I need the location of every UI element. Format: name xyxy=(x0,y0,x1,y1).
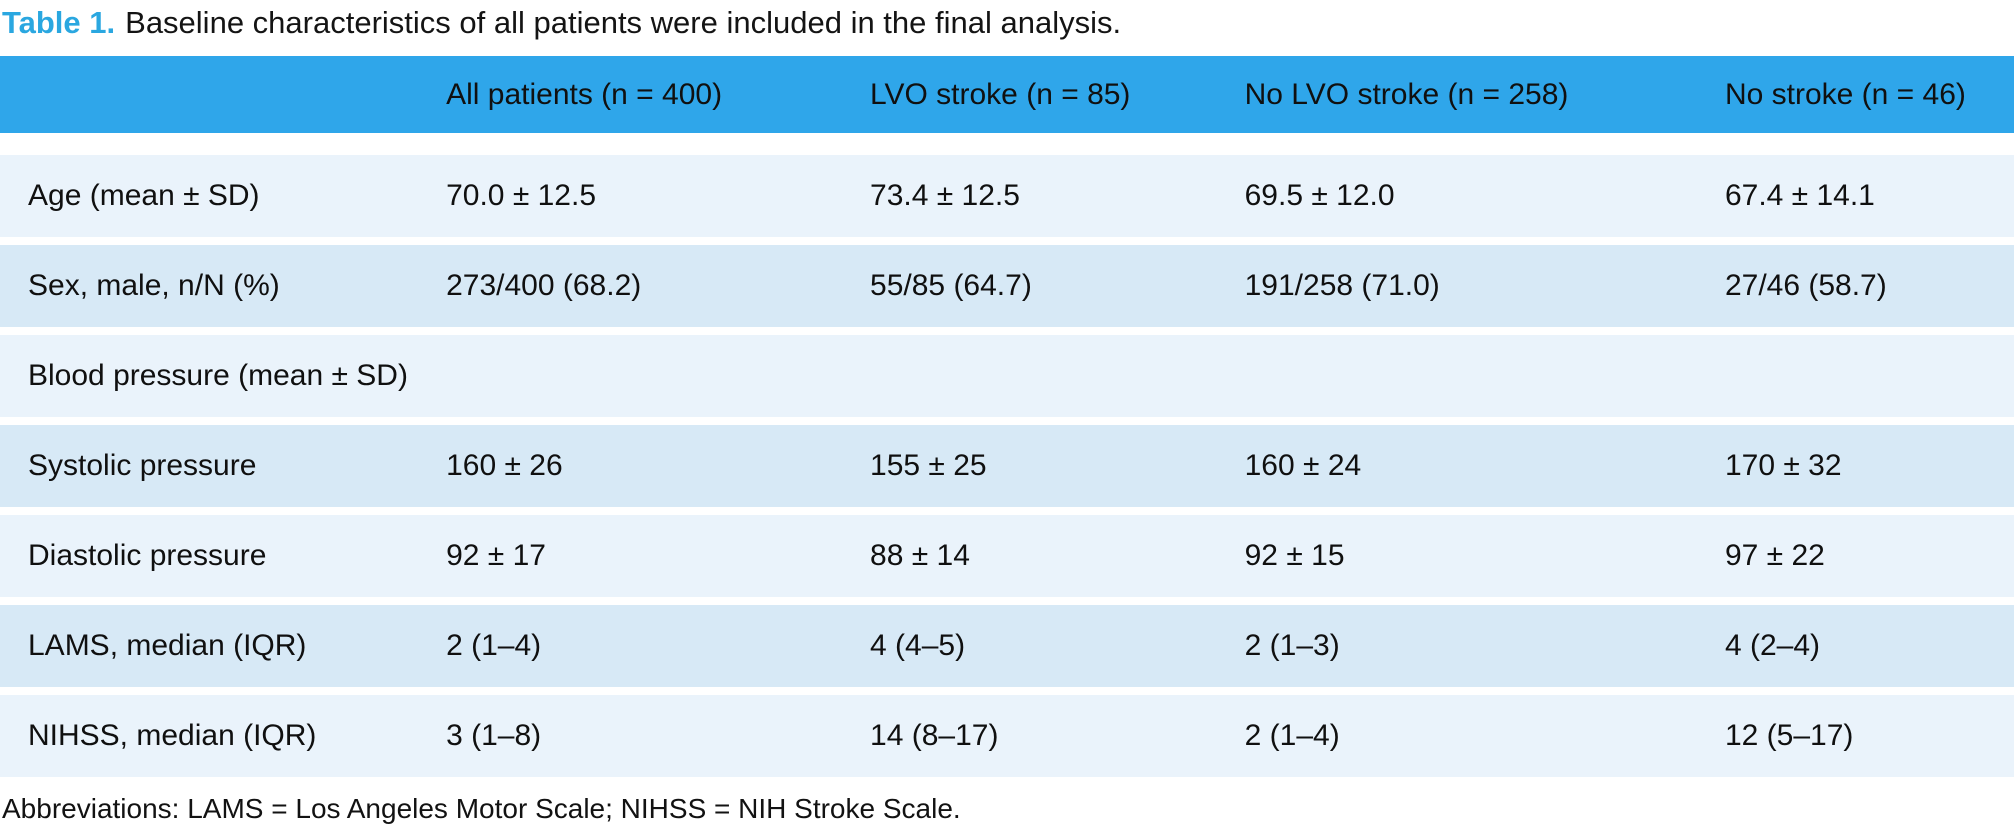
row-label-cell: Blood pressure (mean ± SD) xyxy=(28,359,408,392)
value-cell: 92 ± 17 xyxy=(446,539,546,572)
row-label-cell: Sex, male, n/N (%) xyxy=(28,269,280,302)
value-cell: 2 (1–3) xyxy=(1244,629,1340,662)
header-cell-no-lvo-stroke: No LVO stroke (n = 258) xyxy=(1244,77,1569,111)
table-row-lams: LAMS, median (IQR) 2 (1–4) 4 (4–5) 2 (1–… xyxy=(0,605,2014,687)
value-cell: 92 ± 15 xyxy=(1244,539,1345,572)
value-cell: 14 (8–17) xyxy=(870,719,999,752)
value-cell: 273/400 (68.2) xyxy=(446,269,642,302)
row-label-cell: Age (mean ± SD) xyxy=(28,179,260,212)
table-caption-text: Baseline characteristics of all patients… xyxy=(125,5,1122,40)
table-header-row: All patients (n = 400) LVO stroke (n = 8… xyxy=(0,56,2014,133)
value-cell: 4 (4–5) xyxy=(870,629,966,662)
value-cell: 2 (1–4) xyxy=(1244,719,1340,752)
value-cell: 160 ± 26 xyxy=(446,449,563,482)
header-cell-lvo-stroke: LVO stroke (n = 85) xyxy=(870,77,1131,111)
value-cell: 3 (1–8) xyxy=(446,719,542,752)
table-row-diastolic-pressure: Diastolic pressure 92 ± 17 88 ± 14 92 ± … xyxy=(0,515,2014,597)
header-cell-no-stroke: No stroke (n = 46) xyxy=(1724,77,1966,111)
table-row-systolic-pressure: Systolic pressure 160 ± 26 155 ± 25 160 … xyxy=(0,425,2014,507)
value-cell: 88 ± 14 xyxy=(870,539,970,572)
value-cell: 67.4 ± 14.1 xyxy=(1724,179,1875,212)
row-label-cell: LAMS, median (IQR) xyxy=(28,629,307,662)
table-row-blood-pressure: Blood pressure (mean ± SD) xyxy=(0,335,2014,417)
value-cell: 69.5 ± 12.0 xyxy=(1244,179,1395,212)
table-row-age: Age (mean ± SD) 70.0 ± 12.5 73.4 ± 12.5 … xyxy=(0,155,2014,237)
value-cell: 70.0 ± 12.5 xyxy=(446,179,597,212)
value-cell: 4 (2–4) xyxy=(1724,629,1821,662)
value-cell: 73.4 ± 12.5 xyxy=(870,179,1020,212)
value-cell: 155 ± 25 xyxy=(870,449,987,482)
table-caption: Table 1. Baseline characteristics of all … xyxy=(0,0,2014,56)
value-cell: 97 ± 22 xyxy=(1724,539,1825,572)
value-cell: 191/258 (71.0) xyxy=(1244,269,1440,302)
table-row-sex: Sex, male, n/N (%) 273/400 (68.2) 55/85 … xyxy=(0,245,2014,327)
row-label-cell: Systolic pressure xyxy=(28,449,257,482)
table-footnote: Abbreviations: LAMS = Los Angeles Motor … xyxy=(2,793,961,824)
table-row-nihss: NIHSS, median (IQR) 3 (1–8) 14 (8–17) 2 … xyxy=(0,695,2014,777)
table-caption-label: Table 1. xyxy=(2,5,116,40)
value-cell: 2 (1–4) xyxy=(446,629,542,662)
row-label-cell: Diastolic pressure xyxy=(28,539,267,572)
value-cell: 160 ± 24 xyxy=(1244,449,1362,482)
header-cell-all-patients: All patients (n = 400) xyxy=(446,77,723,111)
value-cell: 55/85 (64.7) xyxy=(870,269,1032,302)
value-cell: 170 ± 32 xyxy=(1724,449,1842,482)
row-label-cell: NIHSS, median (IQR) xyxy=(28,719,317,752)
value-cell: 12 (5–17) xyxy=(1724,719,1854,752)
value-cell: 27/46 (58.7) xyxy=(1724,269,1887,302)
